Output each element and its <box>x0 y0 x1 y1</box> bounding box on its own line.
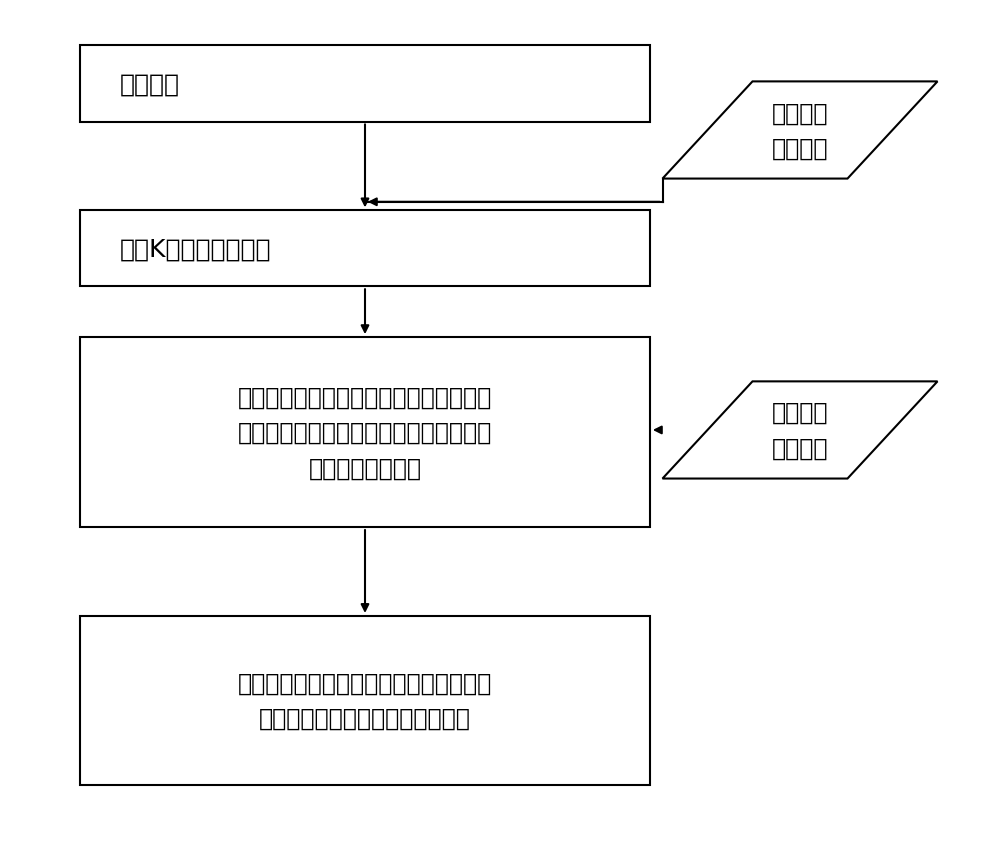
Polygon shape <box>662 381 938 479</box>
Text: 按照振动噪声数据最小的一次备选方案测
试的实际的水力平衡匹配方案运行: 按照振动噪声数据最小的一次备选方案测 试的实际的水力平衡匹配方案运行 <box>238 671 492 730</box>
Text: 系统运行
特性图谱: 系统运行 特性图谱 <box>772 101 828 160</box>
Text: 在每个备选匹配方案运行的基础上，调节
各个流量调节设备的工况参数直至系统流
量调节至目标流量: 在每个备选匹配方案运行的基础上，调节 各个流量调节设备的工况参数直至系统流 量调… <box>238 385 492 480</box>
FancyBboxPatch shape <box>80 211 650 287</box>
Polygon shape <box>662 83 938 180</box>
Text: 设备运行
特性图谱: 设备运行 特性图谱 <box>772 401 828 460</box>
Text: 确定K个备选匹配方案: 确定K个备选匹配方案 <box>120 237 272 261</box>
FancyBboxPatch shape <box>80 616 650 785</box>
FancyBboxPatch shape <box>80 338 650 528</box>
FancyBboxPatch shape <box>80 46 650 122</box>
Text: 目标流量: 目标流量 <box>120 73 180 96</box>
